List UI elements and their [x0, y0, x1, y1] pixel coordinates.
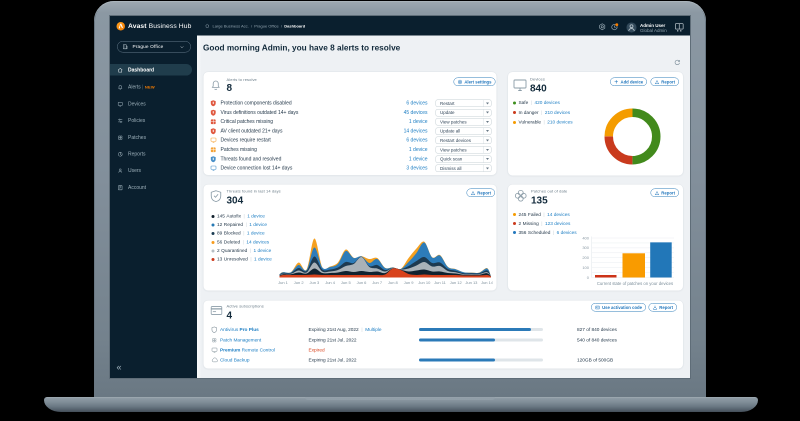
- svg-text:Jun 4: Jun 4: [325, 280, 336, 285]
- svg-text:Jun 5: Jun 5: [340, 280, 351, 285]
- svg-text:0: 0: [586, 275, 589, 280]
- svg-text:100: 100: [582, 265, 589, 270]
- svg-text:Jun 9: Jun 9: [403, 280, 414, 285]
- svg-text:200: 200: [582, 255, 589, 260]
- svg-text:Jun 6: Jun 6: [356, 280, 367, 285]
- svg-text:Jun 14: Jun 14: [481, 280, 492, 285]
- svg-text:300: 300: [582, 245, 589, 250]
- svg-text:Jun 10: Jun 10: [418, 280, 431, 285]
- svg-text:Jun 12: Jun 12: [449, 280, 462, 285]
- svg-text:Jun 8: Jun 8: [388, 280, 399, 285]
- svg-text:Jun 2: Jun 2: [293, 280, 304, 285]
- svg-text:Jun 7: Jun 7: [372, 280, 383, 285]
- svg-text:Jun 13: Jun 13: [465, 280, 478, 285]
- svg-text:Jun 11: Jun 11: [434, 280, 446, 285]
- svg-text:Jun 3: Jun 3: [309, 280, 320, 285]
- svg-text:Jun 1: Jun 1: [278, 280, 289, 285]
- svg-text:400: 400: [582, 235, 589, 240]
- svg-text:Current state of patches on yo: Current state of patches on your devices: [596, 281, 672, 286]
